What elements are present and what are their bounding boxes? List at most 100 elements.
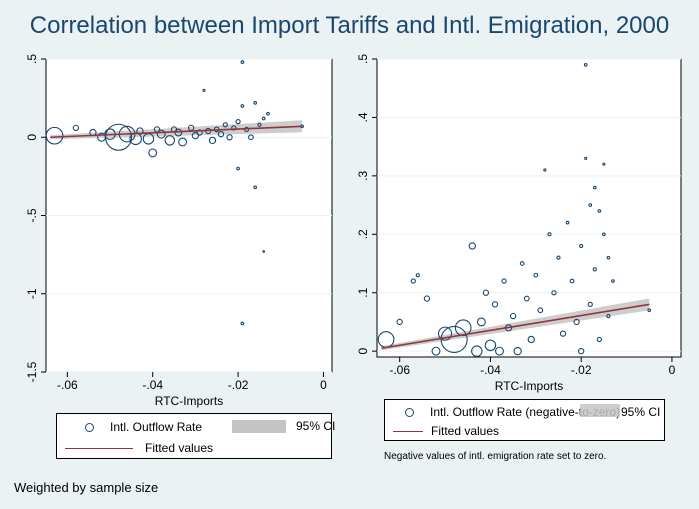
left-data-point xyxy=(156,129,166,139)
right-data-point xyxy=(596,336,602,343)
legend-marker-label: Intl. Outflow Rate (negative-to-zero) xyxy=(430,405,621,419)
left-data-point xyxy=(235,118,241,125)
legend-marker-circle-icon xyxy=(85,422,94,432)
right-data-point xyxy=(519,261,525,266)
right-data-point xyxy=(543,168,547,172)
right-data-point xyxy=(509,312,517,320)
left-ytick-label: -1.5 xyxy=(25,361,39,382)
right-fitted-line xyxy=(381,303,650,350)
right-data-point xyxy=(592,185,597,190)
right-data-point xyxy=(592,267,597,272)
left-data-point xyxy=(261,116,266,121)
chart-title: Correlation between Import Tariffs and I… xyxy=(29,12,670,39)
left-xaxis-label: RTC-Imports xyxy=(155,394,223,408)
right-data-point xyxy=(547,232,552,237)
right-xtick-label: -.02 xyxy=(571,363,592,377)
right-data-point xyxy=(556,255,561,260)
right-data-point xyxy=(440,325,468,354)
left-ytick-label: -.5 xyxy=(25,208,39,222)
left-ytick-label: 0 xyxy=(25,134,39,141)
right-data-point xyxy=(606,255,611,260)
right-data-point xyxy=(468,242,476,250)
right-ytick-label: .2 xyxy=(356,229,370,239)
right-data-point xyxy=(527,335,535,344)
right-data-point xyxy=(597,209,602,213)
left-data-point xyxy=(253,185,258,190)
right-data-point xyxy=(606,313,611,319)
right-xtick-label: -.06 xyxy=(389,363,410,377)
left-data-point xyxy=(105,123,133,151)
right-data-point xyxy=(482,289,490,296)
legend-ci-swatch xyxy=(580,404,620,417)
legend-fit-label: Fitted values xyxy=(145,441,214,455)
left-data-point xyxy=(217,130,225,138)
left-data-point xyxy=(253,100,258,105)
right-data-point xyxy=(551,290,557,296)
right-data-point xyxy=(484,339,497,352)
left-data-point xyxy=(202,88,206,92)
left-xtick-label: 0 xyxy=(320,378,327,392)
left-data-point xyxy=(240,321,245,326)
right-ytick-label: .3 xyxy=(356,171,370,181)
right-ytick-label: 0 xyxy=(356,348,370,355)
right-ytick-label: .1 xyxy=(356,287,370,297)
legend-marker-circle-icon xyxy=(405,407,414,417)
right-data-point xyxy=(513,346,522,356)
right-data-point xyxy=(647,308,652,313)
right-note: Negative values of intl. emigration rate… xyxy=(384,451,607,462)
left-data-point xyxy=(222,122,228,128)
right-data-point xyxy=(611,279,615,283)
right-data-point xyxy=(491,301,499,308)
left-data-point xyxy=(178,137,188,147)
left-ytick-label: -1 xyxy=(25,288,39,299)
right-data-point xyxy=(578,348,585,355)
right-data-point xyxy=(559,330,567,337)
left-data-point xyxy=(164,135,176,146)
right-data-point xyxy=(415,273,420,278)
left-data-point xyxy=(240,60,245,64)
right-data-point xyxy=(569,278,575,284)
left-ytick-label: .5 xyxy=(25,54,39,64)
legend-fit-line xyxy=(65,447,133,449)
right-data-point xyxy=(602,162,606,166)
left-data-point xyxy=(208,136,217,145)
footnote: Weighted by sample size xyxy=(14,480,159,495)
left-data-point xyxy=(191,132,200,140)
right-data-point xyxy=(431,346,441,356)
right-data-point xyxy=(410,278,416,284)
right-data-point xyxy=(471,345,483,357)
right-data-point xyxy=(565,220,570,225)
right-data-point xyxy=(533,272,539,278)
right-xaxis-label: RTC-Imports xyxy=(495,379,563,393)
legend-right: Intl. Outflow Rate (negative-to-zero) 95… xyxy=(384,399,665,441)
left-data-point xyxy=(226,134,233,141)
right-data-point xyxy=(573,318,580,326)
right-data-point xyxy=(583,62,588,67)
right-data-point xyxy=(396,318,403,326)
left-data-point xyxy=(72,124,80,132)
right-xtick-label: -.04 xyxy=(480,363,501,377)
left-xtick-label: -.04 xyxy=(142,378,163,392)
right-data-point xyxy=(501,278,507,284)
right-data-point xyxy=(602,232,606,237)
legend-marker-label: Intl. Outflow Rate xyxy=(110,420,203,434)
left-data-point xyxy=(257,122,262,127)
right-data-point xyxy=(584,156,588,160)
right-data-point xyxy=(537,307,544,314)
legend-fit-label: Fitted values xyxy=(431,424,500,438)
right-xtick-label: 0 xyxy=(669,363,676,377)
right-data-point xyxy=(523,295,530,302)
right-ytick-label: .4 xyxy=(356,112,370,122)
right-data-point xyxy=(588,203,593,207)
right-ytick-label: .5 xyxy=(356,54,370,64)
right-data-point xyxy=(476,317,486,327)
left-data-point xyxy=(248,134,254,141)
left-data-point xyxy=(148,148,158,158)
left-data-point xyxy=(266,111,270,116)
legend-left: Intl. Outflow Rate 95% CI Fitted values xyxy=(56,413,335,459)
left-data-point xyxy=(45,126,64,145)
legend-ci-label: 95% CI xyxy=(621,405,661,419)
right-data-point xyxy=(438,326,453,341)
